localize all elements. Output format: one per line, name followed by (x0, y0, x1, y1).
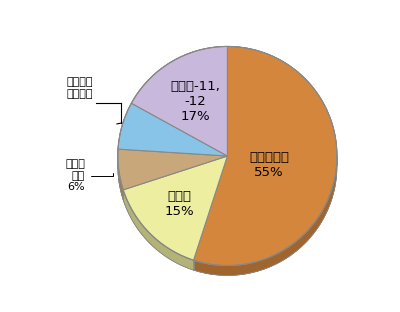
Wedge shape (194, 46, 337, 266)
Text: メタン
15%: メタン 15% (164, 190, 194, 218)
Wedge shape (131, 46, 227, 156)
Wedge shape (123, 166, 227, 270)
Polygon shape (194, 46, 337, 275)
Wedge shape (118, 159, 227, 200)
Wedge shape (118, 149, 227, 190)
Polygon shape (131, 46, 227, 113)
Wedge shape (118, 113, 227, 166)
Text: フロン-11,
-12
17%: フロン-11, -12 17% (170, 80, 220, 123)
Wedge shape (194, 56, 337, 275)
Wedge shape (131, 56, 227, 166)
Text: 亜酸化
窒素
6%: 亜酸化 窒素 6% (65, 159, 113, 192)
Polygon shape (118, 149, 123, 200)
Text: 二酸化炭素
55%: 二酸化炭素 55% (249, 151, 289, 179)
Polygon shape (118, 103, 131, 159)
Polygon shape (118, 46, 337, 275)
Wedge shape (123, 156, 227, 260)
Text: その他の
フロン等: その他の フロン等 (66, 77, 93, 99)
Polygon shape (123, 190, 194, 270)
Wedge shape (118, 103, 227, 156)
